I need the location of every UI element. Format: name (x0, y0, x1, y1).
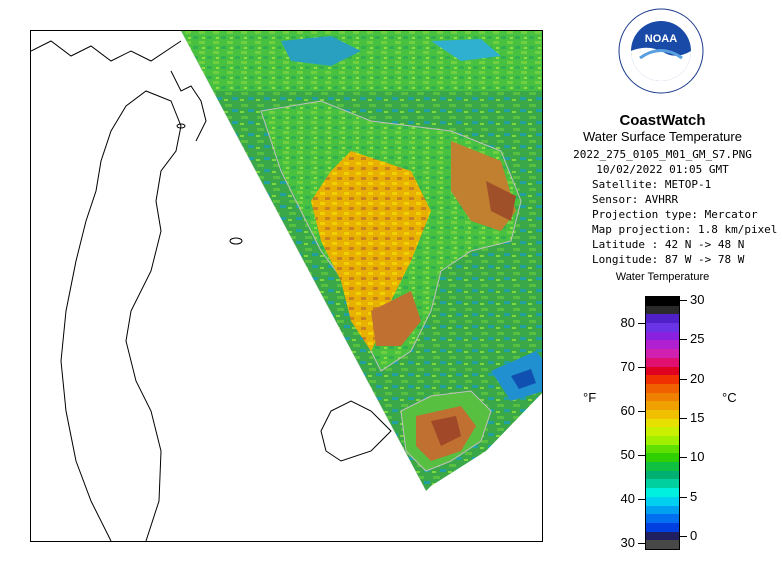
celsius-tick-mark (680, 496, 687, 498)
colorbar-swatch (646, 462, 679, 472)
noaa-logo-icon: NOAA (618, 8, 704, 94)
celsius-tick-label: 0 (690, 527, 698, 543)
colorbar-swatch (646, 357, 679, 367)
colorbar-swatch (646, 409, 679, 420)
colorbar-swatch (646, 392, 679, 402)
celsius-tick-label: 10 (690, 449, 705, 465)
map-subtitle: Water Surface Temperature (583, 129, 742, 144)
app-title: CoastWatch (619, 112, 706, 129)
celsius-tick-mark (680, 339, 687, 341)
colorbar-swatch (646, 375, 679, 385)
sst-map (31, 31, 542, 541)
fahrenheit-unit: °F (583, 390, 597, 405)
fahrenheit-tick-mark (638, 455, 645, 456)
temperature-colorbar (645, 296, 680, 550)
colorbar-swatch (646, 401, 679, 411)
colorbar-swatch (646, 514, 679, 524)
colorbar-swatch (646, 436, 679, 446)
celsius-tick-label: 15 (690, 409, 705, 425)
celsius-tick-mark (680, 378, 687, 380)
colorbar-swatch (646, 366, 679, 376)
colorbar-swatch (646, 531, 679, 541)
fahrenheit-tick-label: 40 (620, 491, 635, 506)
acquisition-datetime: 10/02/2022 01:05 GMT (596, 163, 729, 176)
map-projection-label: Map projection: 1.8 km/pixel (592, 223, 778, 236)
celsius-tick-mark (680, 300, 687, 301)
colorbar-swatch (646, 418, 679, 428)
fahrenheit-tick-mark (638, 367, 645, 368)
colorbar-swatch (646, 470, 679, 480)
colorbar-swatch (646, 340, 679, 350)
colorbar-swatch (646, 444, 679, 454)
colorbar-swatch (646, 488, 679, 498)
colorbar-swatch (646, 479, 679, 489)
colorbar-swatch (646, 349, 679, 359)
map-frame (30, 30, 543, 542)
celsius-tick-label: 30 (690, 292, 705, 307)
fahrenheit-tick-mark (638, 323, 645, 324)
colorbar-swatch (646, 540, 679, 550)
fahrenheit-tick-label: 60 (620, 403, 635, 418)
colorbar-swatch (646, 453, 679, 463)
legend-title: Water Temperature (615, 271, 710, 283)
celsius-tick-mark (680, 417, 687, 419)
fahrenheit-tick-mark (638, 499, 645, 500)
fahrenheit-tick-label: 70 (620, 359, 635, 374)
projection-type-label: Projection type: Mercator (592, 208, 758, 221)
fahrenheit-tick-mark (638, 543, 645, 544)
celsius-tick-label: 25 (690, 331, 705, 347)
fahrenheit-tick-mark (638, 411, 645, 412)
colorbar-swatch (646, 314, 679, 324)
colorbar-swatch (646, 383, 679, 394)
fahrenheit-tick-label: 50 (620, 447, 635, 462)
colorbar-swatch (646, 331, 679, 341)
colorbar-swatch (646, 496, 679, 507)
colorbar-swatch (646, 427, 679, 437)
fahrenheit-tick-label: 80 (620, 315, 635, 330)
colorbar-swatch (646, 522, 679, 533)
celsius-tick-label: 20 (690, 370, 705, 386)
celsius-tick-mark (680, 535, 687, 537)
fahrenheit-tick-label: 30 (620, 535, 635, 550)
colorbar-swatch (646, 297, 679, 307)
latitude-label: Latitude : 42 N -> 48 N (592, 238, 745, 251)
image-filename: 2022_275_0105_M01_GM_S7.PNG (573, 148, 752, 161)
logo-text: NOAA (645, 33, 677, 45)
colorbar-swatch (646, 305, 679, 315)
colorbar-swatch (646, 505, 679, 515)
celsius-tick-label: 5 (690, 488, 698, 504)
celsius-unit: °C (722, 390, 737, 405)
satellite-label: Satellite: METOP-1 (592, 178, 712, 191)
celsius-tick-mark (680, 457, 687, 459)
sensor-label: Sensor: AVHRR (592, 193, 679, 206)
colorbar-swatch (646, 323, 679, 333)
longitude-label: Longitude: 87 W -> 78 W (592, 253, 745, 266)
lake-michigan-coast (60, 90, 182, 541)
